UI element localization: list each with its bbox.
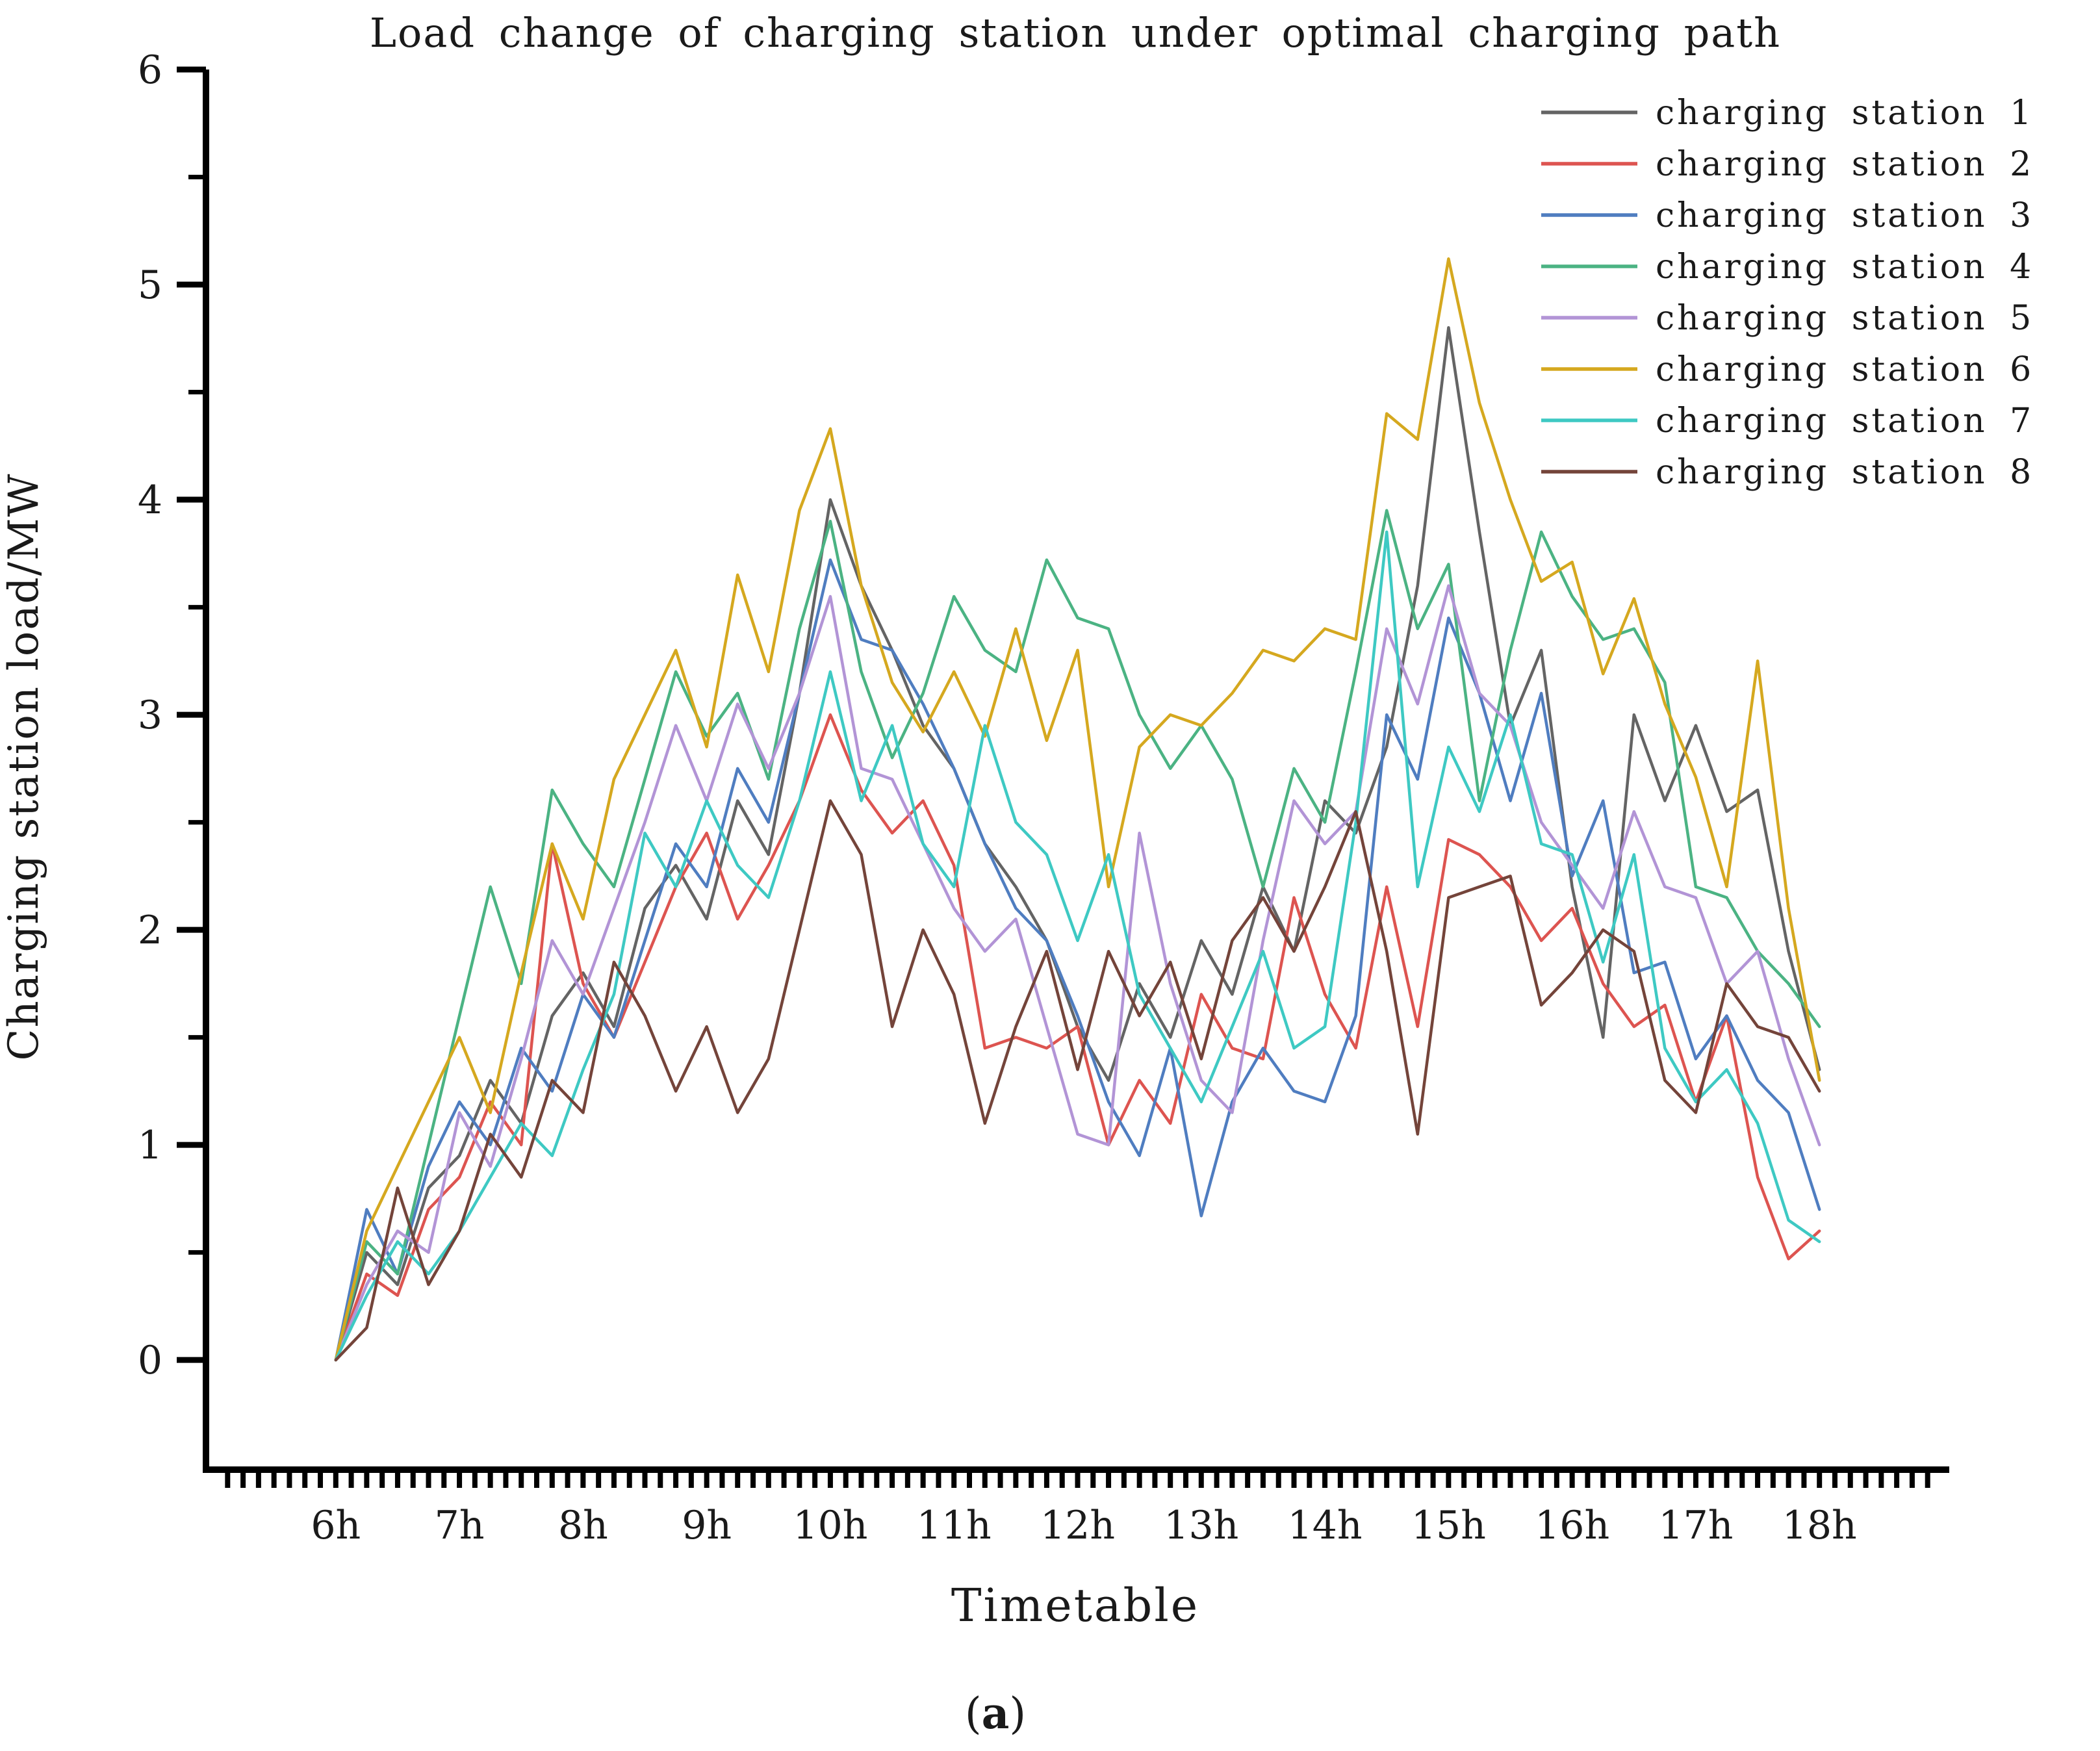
y-tick-label: 6 [138,47,162,93]
legend-label: charging station 8 [1656,453,2034,492]
series-line-charging-station-6 [334,257,1821,1362]
legend-item-charging-station-1: charging station 1 [1541,94,2034,133]
y-tick-label: 4 [138,478,162,523]
x-tick-label: 9h [682,1503,732,1548]
x-tick-label: 16h [1535,1503,1609,1548]
legend-label: charging station 3 [1656,196,2034,235]
x-tick-label: 17h [1658,1503,1733,1548]
series-line-charging-station-2 [334,713,1821,1362]
legend-label: charging station 6 [1656,350,2034,389]
series-line-charging-station-5 [334,584,1821,1362]
legend-item-charging-station-5: charging station 5 [1541,299,2034,338]
x-tick-label: 15h [1411,1503,1486,1548]
x-axis-ticks: 6h 7h 8h 9h 10h 11h 12h 13h 14h 15h 16h 17h 18h [225,1470,1930,1548]
legend-label: charging station 5 [1656,299,2034,338]
y-tick-label: 0 [138,1338,162,1383]
x-tick-label: 12h [1040,1503,1115,1548]
x-tick-label: 10h [793,1503,867,1548]
x-tick-label: 8h [558,1503,608,1548]
y-axis-ticks: 0 1 2 3 4 5 6 [138,47,206,1383]
legend-item-charging-station-2: charging station 2 [1541,145,2034,184]
series-line-charging-station-3 [334,558,1821,1362]
legend-item-charging-station-6: charging station 6 [1541,350,2034,389]
x-tick-label: 18h [1782,1503,1857,1548]
x-axis-label: Timetable [951,1579,1199,1632]
series-line-charging-station-7 [334,530,1821,1362]
legend-item-charging-station-8: charging station 8 [1541,453,2034,492]
x-tick-label: 14h [1288,1503,1363,1548]
legend-item-charging-station-4: charging station 4 [1541,248,2034,287]
x-tick-label: 11h [917,1503,992,1548]
legend-label: charging station 7 [1656,402,2034,441]
legend-item-charging-station-3: charging station 3 [1541,196,2034,235]
y-tick-label: 5 [138,262,162,308]
chart-title: Load change of charging station under op… [370,9,1781,57]
series-line-charging-station-1 [334,326,1821,1362]
x-tick-label: 7h [435,1503,485,1548]
y-tick-label: 2 [138,908,162,953]
series-line-charging-station-4 [334,509,1821,1362]
y-axis-label: Charging station load/MW [0,473,48,1061]
series-line-charging-station-8 [334,799,1821,1362]
figure-caption: (a) [965,1688,1026,1739]
legend-label: charging station 4 [1656,248,2034,287]
series-lines [334,257,1821,1362]
legend: charging station 1 charging station 2 char… [1541,94,2034,492]
x-tick-label: 6h [311,1503,361,1548]
y-tick-label: 1 [138,1123,162,1168]
x-tick-label: 13h [1164,1503,1238,1548]
y-tick-label: 3 [138,693,162,738]
legend-label: charging station 1 [1656,94,2034,133]
legend-label: charging station 2 [1656,145,2034,184]
legend-item-charging-station-7: charging station 7 [1541,402,2034,441]
